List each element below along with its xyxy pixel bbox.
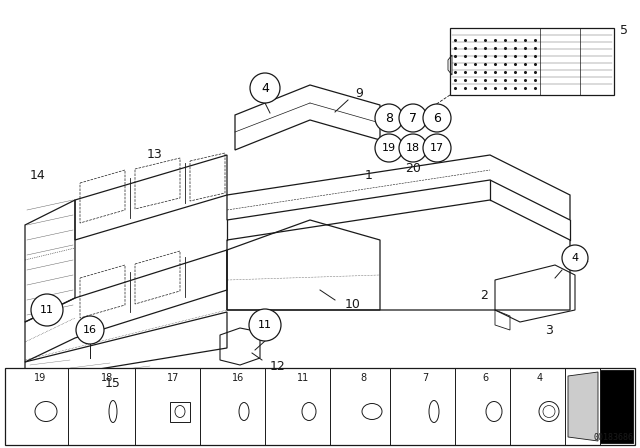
Bar: [5, 368, 635, 445]
Text: 4: 4: [580, 254, 588, 267]
Circle shape: [399, 134, 427, 162]
Text: 17: 17: [430, 143, 444, 153]
Circle shape: [423, 104, 451, 132]
Text: 19: 19: [34, 373, 46, 383]
Text: 18: 18: [101, 373, 113, 383]
Text: 00183686: 00183686: [594, 433, 634, 442]
Circle shape: [249, 309, 281, 341]
Text: 1: 1: [365, 168, 373, 181]
Bar: [600, 370, 633, 443]
Text: 4: 4: [572, 253, 579, 263]
Circle shape: [562, 245, 588, 271]
Bar: [170, 401, 190, 422]
Circle shape: [31, 294, 63, 326]
Text: 6: 6: [482, 373, 488, 383]
Text: 4: 4: [261, 82, 269, 95]
Text: 5: 5: [620, 23, 628, 36]
Text: 16: 16: [83, 325, 97, 335]
Circle shape: [423, 134, 451, 162]
Text: 20: 20: [405, 161, 421, 175]
Text: 17: 17: [167, 373, 179, 383]
Circle shape: [375, 104, 403, 132]
Text: 7: 7: [409, 112, 417, 125]
Circle shape: [76, 316, 104, 344]
Text: 9: 9: [355, 86, 363, 99]
Text: 10: 10: [345, 297, 361, 310]
Circle shape: [375, 134, 403, 162]
Text: 8: 8: [360, 373, 366, 383]
Text: 8: 8: [385, 112, 393, 125]
Text: 6: 6: [433, 112, 441, 125]
Polygon shape: [568, 372, 598, 441]
Text: 12: 12: [270, 359, 285, 372]
Text: 19: 19: [382, 143, 396, 153]
Text: 11: 11: [258, 320, 272, 330]
Text: 11: 11: [297, 373, 309, 383]
Text: 2: 2: [480, 289, 488, 302]
Text: 14: 14: [30, 168, 45, 181]
Text: 18: 18: [406, 143, 420, 153]
Text: 3: 3: [545, 323, 553, 336]
Text: 4: 4: [537, 373, 543, 383]
Text: 13: 13: [147, 147, 163, 160]
Text: 15: 15: [105, 376, 121, 389]
Circle shape: [250, 73, 280, 103]
Circle shape: [399, 104, 427, 132]
Text: 16: 16: [232, 373, 244, 383]
Text: 11: 11: [40, 305, 54, 315]
Text: 7: 7: [422, 373, 428, 383]
